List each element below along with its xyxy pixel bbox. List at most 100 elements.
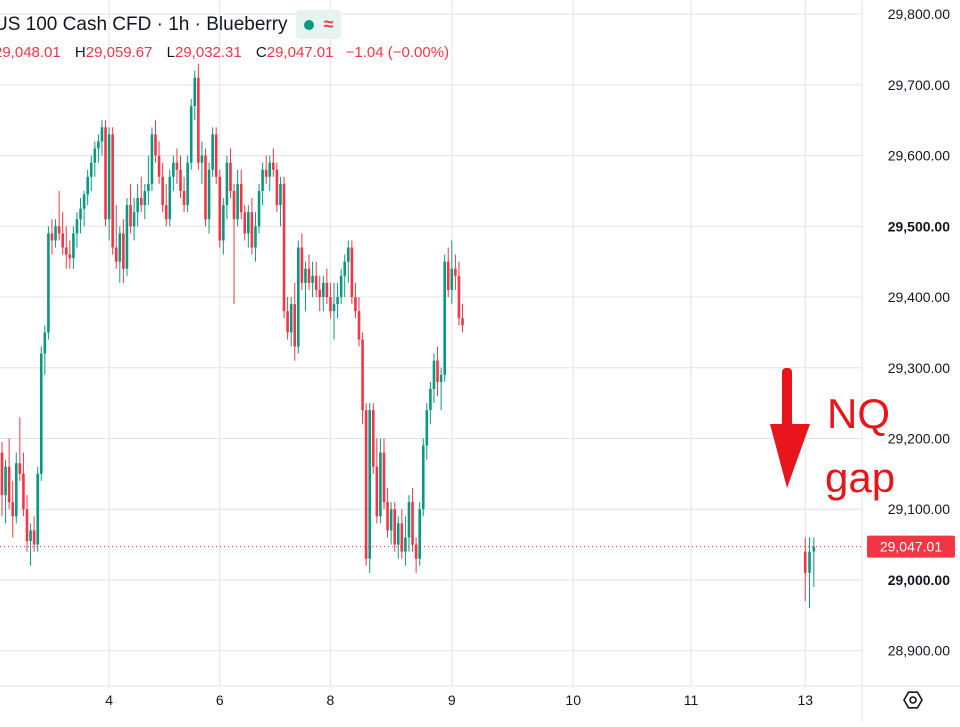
candle-body bbox=[446, 261, 450, 290]
settings-icon[interactable] bbox=[903, 691, 923, 709]
candle-body bbox=[232, 190, 236, 220]
candle-body bbox=[222, 205, 225, 241]
candle-body bbox=[239, 183, 243, 213]
candle-body bbox=[439, 374, 443, 382]
candle-body bbox=[272, 162, 275, 170]
candle-body bbox=[371, 410, 375, 467]
candle-body bbox=[82, 194, 86, 209]
candle-body bbox=[443, 261, 446, 375]
candle-body bbox=[314, 275, 318, 290]
candle-body bbox=[72, 233, 75, 259]
candle-body bbox=[808, 551, 811, 573]
candle-body bbox=[211, 134, 214, 170]
x-tick-label: 11 bbox=[684, 692, 699, 708]
candle-body bbox=[421, 445, 425, 510]
candle-body bbox=[325, 282, 329, 298]
candle-body bbox=[47, 233, 50, 333]
y-tick-label: 29,100.00 bbox=[888, 501, 950, 517]
candle-body bbox=[432, 360, 436, 389]
candle-body bbox=[154, 134, 157, 156]
candle-body bbox=[75, 219, 79, 234]
x-tick-label: 9 bbox=[448, 692, 456, 708]
y-tick-label: 28,900.00 bbox=[888, 643, 950, 659]
candle-body bbox=[175, 162, 179, 170]
candle-body bbox=[297, 247, 300, 347]
candle-body bbox=[57, 226, 61, 234]
x-tick-label: 6 bbox=[216, 692, 224, 708]
candle-body bbox=[318, 289, 322, 298]
candle-body bbox=[389, 509, 393, 531]
candle-body bbox=[393, 509, 396, 545]
candle-body bbox=[25, 509, 29, 542]
status-badge[interactable]: ≈ bbox=[295, 10, 342, 39]
candle-body bbox=[382, 452, 386, 503]
y-tick-label: 29,600.00 bbox=[888, 148, 950, 164]
candle-body bbox=[143, 190, 147, 206]
candle-body bbox=[379, 452, 382, 517]
candle-body bbox=[411, 502, 414, 545]
candle-body bbox=[429, 388, 432, 411]
candle-body bbox=[322, 282, 325, 298]
candle-body bbox=[172, 162, 175, 177]
candle-body bbox=[812, 546, 816, 552]
candle-body bbox=[118, 233, 122, 262]
candle-body bbox=[11, 502, 15, 517]
candle-body bbox=[250, 212, 254, 248]
candle-body bbox=[803, 551, 807, 573]
candle-body bbox=[329, 297, 332, 312]
candle-body bbox=[214, 134, 218, 177]
candle-body bbox=[122, 233, 125, 269]
candle-body bbox=[236, 183, 239, 220]
candle-body bbox=[332, 304, 336, 312]
candle-body bbox=[350, 247, 354, 298]
candle-body bbox=[97, 141, 100, 149]
candle-body bbox=[36, 473, 39, 545]
candle-body bbox=[200, 155, 204, 163]
candle-body bbox=[7, 466, 11, 503]
candle-body bbox=[361, 339, 364, 411]
status-dot-icon bbox=[303, 19, 314, 30]
candle-body bbox=[339, 275, 343, 298]
candle-body bbox=[64, 247, 68, 255]
last-price-badge bbox=[867, 535, 955, 558]
y-tick-label: 29,700.00 bbox=[888, 77, 950, 93]
candle-body bbox=[182, 190, 186, 206]
candle-body bbox=[100, 127, 104, 142]
candle-body bbox=[32, 530, 36, 545]
candle-body bbox=[207, 169, 211, 220]
candle-body bbox=[404, 537, 407, 552]
y-tick-label: 29,300.00 bbox=[888, 360, 950, 376]
candle-body bbox=[189, 106, 193, 163]
candle-body bbox=[282, 183, 286, 312]
candle-body bbox=[107, 134, 111, 220]
candle-body bbox=[343, 261, 347, 276]
candle-body bbox=[414, 544, 418, 559]
candle-body bbox=[22, 473, 25, 510]
candle-body bbox=[61, 233, 64, 248]
candle-body bbox=[50, 233, 54, 241]
candle-body bbox=[114, 247, 118, 262]
candle-body bbox=[161, 176, 164, 206]
annotation-line1: NQ bbox=[827, 390, 890, 437]
candle-body bbox=[336, 297, 339, 305]
arrow-down-icon bbox=[782, 368, 792, 432]
candle-body bbox=[418, 509, 421, 559]
candle-body bbox=[147, 183, 150, 191]
candle-body bbox=[346, 247, 350, 262]
candle-body bbox=[264, 169, 268, 177]
x-tick-label: 4 bbox=[105, 692, 113, 708]
candle-body bbox=[129, 205, 132, 227]
candle-body bbox=[132, 212, 136, 227]
candle-body bbox=[243, 212, 247, 234]
candle-body bbox=[436, 360, 439, 382]
candle-body bbox=[375, 466, 379, 517]
candle-body bbox=[39, 353, 43, 474]
candle-body bbox=[386, 502, 389, 531]
candle-body bbox=[247, 212, 250, 234]
candle-body bbox=[54, 226, 57, 241]
candle-body bbox=[257, 190, 261, 227]
candle-body bbox=[179, 169, 182, 191]
y-tick-label: 29,800.00 bbox=[888, 6, 950, 22]
